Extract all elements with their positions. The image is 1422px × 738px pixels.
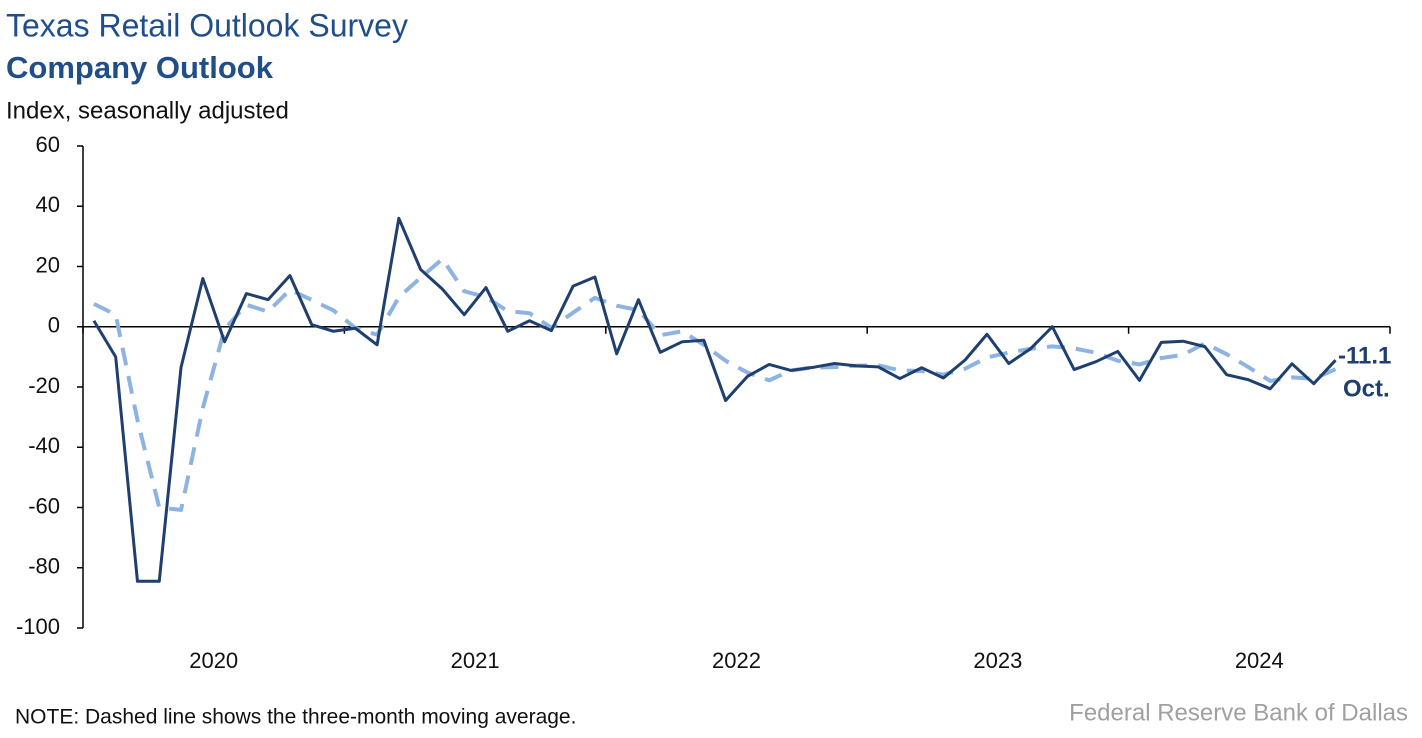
y-tick-label: 0 xyxy=(48,313,60,338)
y-tick-label: -100 xyxy=(16,614,60,639)
y-tick-label: 60 xyxy=(36,132,60,157)
y-tick-label: -40 xyxy=(28,433,60,458)
y-tick-label: -60 xyxy=(28,493,60,518)
y-tick-label: 20 xyxy=(36,252,60,277)
x-tick-label: 2022 xyxy=(712,648,761,673)
chart-subtitle: Company Outlook xyxy=(6,50,274,85)
note: NOTE: Dashed line shows the three-month … xyxy=(15,706,576,729)
index-line xyxy=(92,216,1337,583)
annotation: Oct. xyxy=(1343,375,1390,402)
x-tick-label: 2020 xyxy=(189,648,238,673)
x-tick-label: 2023 xyxy=(973,648,1022,673)
x-tick-label: 2021 xyxy=(451,648,500,673)
x-tick-label: 2024 xyxy=(1235,648,1284,673)
source: Federal Reserve Bank of Dallas xyxy=(1069,699,1408,726)
chart-title: Texas Retail Outlook Survey xyxy=(6,7,408,43)
moving-average-line xyxy=(93,256,1337,512)
value-label: -11.1 xyxy=(1338,342,1391,369)
y-tick-label: -80 xyxy=(28,554,60,579)
y-axis-label: Index, seasonally adjusted xyxy=(6,97,289,124)
y-tick-label: -20 xyxy=(28,373,60,398)
y-tick-label: 40 xyxy=(36,192,60,217)
